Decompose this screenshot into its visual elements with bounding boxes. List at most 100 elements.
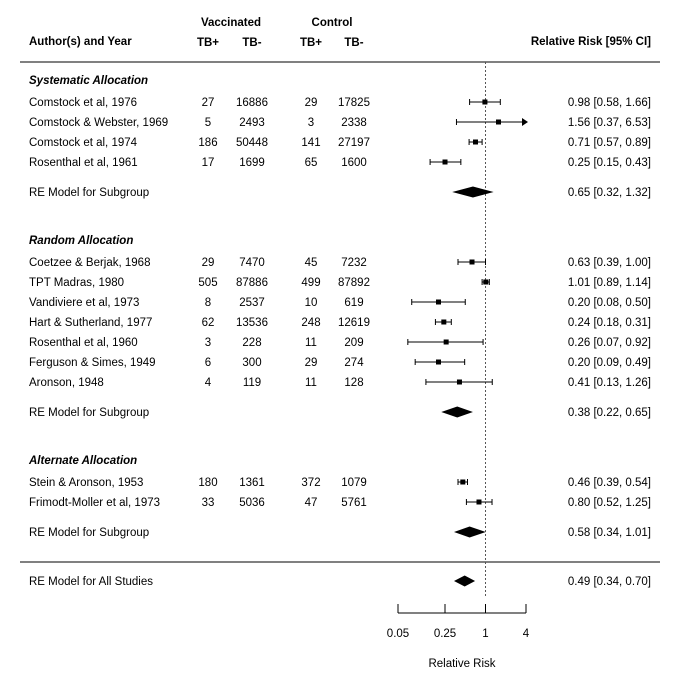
control-tb-pos-value: 372 bbox=[301, 477, 320, 489]
study-rr-ci: 0.25 [0.15, 0.43] bbox=[568, 157, 651, 169]
control-tb-pos-value: 141 bbox=[301, 137, 320, 149]
point-estimate bbox=[442, 159, 448, 165]
study-row: TPT Madras, 1980 505 87886 499 87892 1.01 [0.… bbox=[29, 277, 651, 289]
study-rr-ci: 1.01 [0.89, 1.14] bbox=[568, 277, 651, 289]
point-estimate bbox=[441, 319, 447, 325]
summary-rr-ci: 0.49 [0.34, 0.70] bbox=[568, 576, 651, 588]
summary-label: RE Model for Subgroup bbox=[29, 187, 149, 199]
control-tb-neg-value: 87892 bbox=[338, 277, 370, 289]
study-name: Frimodt-Moller et al, 1973 bbox=[29, 497, 160, 509]
study-rr-ci: 0.71 [0.57, 0.89] bbox=[568, 137, 651, 149]
study-row: Aronson, 1948 4 119 11 128 0.41 [0.13, 1.26] bbox=[29, 377, 651, 389]
vaccinated-tb-neg-value: 87886 bbox=[236, 277, 268, 289]
study-rr-ci: 0.24 [0.18, 0.31] bbox=[568, 317, 651, 329]
vaccinated-tb-pos-value: 6 bbox=[205, 357, 211, 369]
vaccinated-tb-neg-value: 2537 bbox=[239, 297, 265, 309]
study-rr-ci: 0.20 [0.08, 0.50] bbox=[568, 297, 651, 309]
x-tick-label: 0.05 bbox=[387, 628, 409, 640]
x-tick-label: 4 bbox=[523, 628, 530, 640]
study-name: Ferguson & Simes, 1949 bbox=[29, 357, 156, 369]
vaccinated-tb-neg-value: 16886 bbox=[236, 97, 268, 109]
control-tb-pos-value: 499 bbox=[301, 277, 320, 289]
study-rr-ci: 1.56 [0.37, 6.53] bbox=[568, 117, 651, 129]
vaccinated-tb-pos-value: 29 bbox=[202, 257, 215, 269]
control-tb-pos-value: 11 bbox=[305, 337, 317, 349]
summary-label: RE Model for All Studies bbox=[29, 576, 153, 588]
point-estimate bbox=[473, 139, 479, 145]
control-tb-neg-value: 128 bbox=[344, 377, 363, 389]
study-rr-ci: 0.20 [0.09, 0.49] bbox=[568, 357, 651, 369]
study-row: Hart & Sutherland, 1977 62 13536 248 12619 0.… bbox=[29, 317, 651, 329]
point-estimate bbox=[443, 339, 449, 345]
study-rr-ci: 0.98 [0.58, 1.66] bbox=[568, 97, 651, 109]
control-tb-neg-value: 27197 bbox=[338, 137, 370, 149]
study-row: Vandiviere et al, 1973 8 2537 10 619 0.20 [0.… bbox=[29, 297, 651, 309]
study-rr-ci: 0.41 [0.13, 1.26] bbox=[568, 377, 651, 389]
vaccinated-tb-neg-value: 7470 bbox=[239, 257, 265, 269]
study-name: Aronson, 1948 bbox=[29, 377, 104, 389]
study-row: Comstock et al, 1974 186 50448 141 27197 0.71… bbox=[29, 137, 651, 149]
summary-diamond bbox=[453, 575, 476, 587]
control-tb-pos-value: 29 bbox=[305, 357, 318, 369]
vaccinated-tb-pos-value: 8 bbox=[205, 297, 211, 309]
summary-diamond bbox=[453, 526, 486, 538]
x-tick-label: 1 bbox=[482, 628, 488, 640]
control-tb-neg-value: 1079 bbox=[341, 477, 367, 489]
study-row: Stein & Aronson, 1953 180 1361 372 1079 0.46 … bbox=[29, 477, 651, 489]
control-header: Control bbox=[312, 17, 353, 29]
control-tb-pos-value: 248 bbox=[301, 317, 320, 329]
control-tb-neg-value: 619 bbox=[344, 297, 363, 309]
point-estimate bbox=[469, 259, 475, 265]
summary-diamond bbox=[441, 406, 473, 418]
control-tb-pos-value: 65 bbox=[305, 157, 318, 169]
point-estimate bbox=[476, 499, 482, 505]
vaccinated-tb-neg-value: 119 bbox=[243, 377, 261, 389]
study-name: Comstock & Webster, 1969 bbox=[29, 117, 168, 129]
vaccinated-tb-pos-value: 186 bbox=[198, 137, 217, 149]
control-tb-neg-value: 5761 bbox=[341, 497, 367, 509]
control-tb-pos-value: 45 bbox=[305, 257, 318, 269]
point-estimate bbox=[483, 279, 489, 285]
author-year-header: Author(s) and Year bbox=[29, 36, 132, 48]
vaccinated-tb-neg-value: 50448 bbox=[236, 137, 268, 149]
vaccinated-tb-pos-value: 3 bbox=[205, 337, 211, 349]
vaccinated-tb-neg-header: TB- bbox=[242, 37, 261, 49]
vaccinated-tb-pos-value: 505 bbox=[198, 277, 217, 289]
x-axis: 0.05 0.25 1 4 bbox=[387, 604, 530, 640]
summary-rr-ci: 0.38 [0.22, 0.65] bbox=[568, 407, 651, 419]
vaccinated-tb-pos-value: 5 bbox=[205, 117, 211, 129]
study-name: Comstock et al, 1974 bbox=[29, 137, 138, 149]
control-tb-neg-value: 12619 bbox=[338, 317, 370, 329]
group-0: Systematic Allocation Comstock et al, 197… bbox=[29, 75, 651, 199]
vaccinated-tb-pos-value: 4 bbox=[205, 377, 212, 389]
forest-rows: Systematic Allocation Comstock et al, 197… bbox=[28, 75, 651, 588]
control-tb-neg-value: 17825 bbox=[338, 97, 370, 109]
vaccinated-tb-pos-value: 33 bbox=[202, 497, 215, 509]
relative-risk-header: Relative Risk [95% CI] bbox=[531, 36, 651, 48]
group-label: Alternate Allocation bbox=[28, 455, 137, 467]
study-row: Rosenthal et al, 1960 3 228 11 209 0.26 [0.07… bbox=[29, 337, 651, 349]
control-tb-neg-header: TB- bbox=[344, 37, 363, 49]
vaccinated-tb-neg-value: 13536 bbox=[236, 317, 268, 329]
point-estimate bbox=[456, 379, 462, 385]
point-estimate bbox=[435, 299, 441, 305]
study-row: Rosenthal et al, 1961 17 1699 65 1600 0.25 [0… bbox=[29, 157, 651, 169]
group-label: Random Allocation bbox=[29, 235, 133, 247]
summary-label: RE Model for Subgroup bbox=[29, 527, 149, 539]
point-estimate bbox=[435, 359, 441, 365]
control-tb-neg-value: 7232 bbox=[341, 257, 367, 269]
group-1: Random Allocation Coetzee & Berjak, 1968 2… bbox=[29, 235, 651, 419]
study-row: Coetzee & Berjak, 1968 29 7470 45 7232 0.63 [… bbox=[29, 257, 651, 269]
study-name: Hart & Sutherland, 1977 bbox=[29, 317, 152, 329]
control-tb-pos-value: 11 bbox=[305, 377, 317, 389]
vaccinated-tb-pos-value: 62 bbox=[202, 317, 215, 329]
control-tb-neg-value: 2338 bbox=[341, 117, 367, 129]
vaccinated-tb-pos-value: 180 bbox=[198, 477, 217, 489]
study-rr-ci: 0.63 [0.39, 1.00] bbox=[568, 257, 651, 269]
control-tb-pos-value: 47 bbox=[305, 497, 318, 509]
study-row: Comstock & Webster, 1969 5 2493 3 2338 1.56 [… bbox=[29, 117, 651, 129]
study-name: Stein & Aronson, 1953 bbox=[29, 477, 143, 489]
summary-rr-ci: 0.58 [0.34, 1.01] bbox=[568, 527, 651, 539]
study-name: Coetzee & Berjak, 1968 bbox=[29, 257, 150, 269]
control-tb-pos-value: 29 bbox=[305, 97, 318, 109]
